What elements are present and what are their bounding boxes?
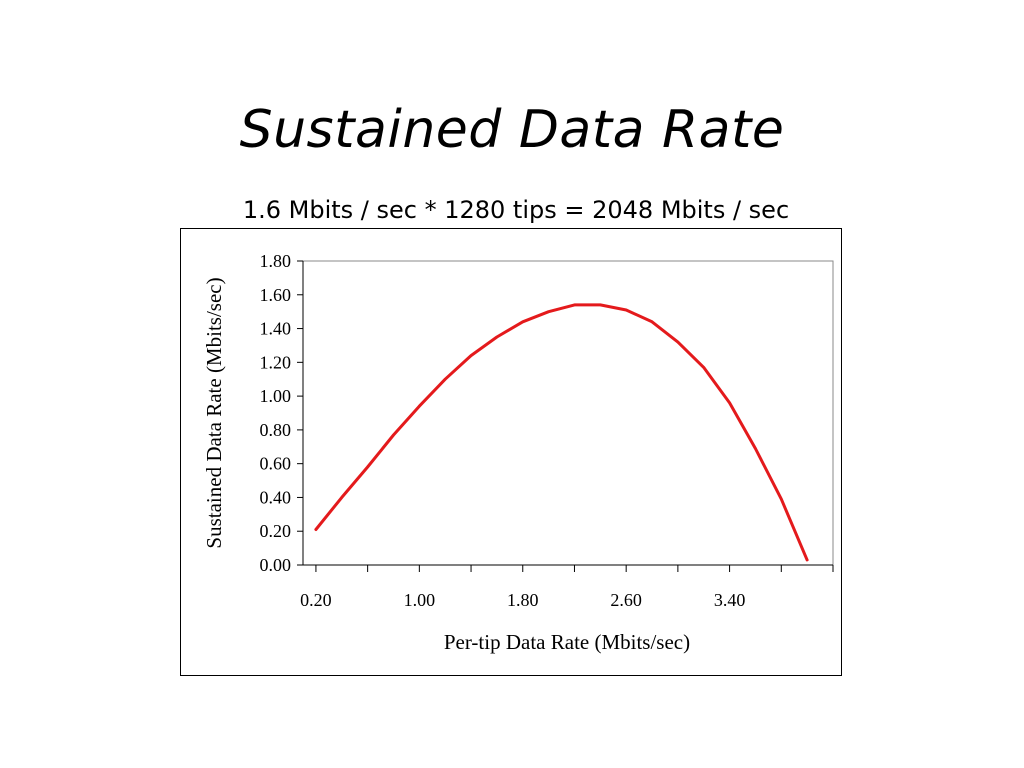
- data-point: [650, 320, 654, 323]
- y-tick-label: 0.20: [260, 521, 292, 541]
- x-tick-label: 3.40: [714, 590, 746, 610]
- y-axis-label: Sustained Data Rate (Mbits/sec): [202, 277, 226, 548]
- data-point: [676, 340, 680, 344]
- data-point: [754, 447, 757, 450]
- data-point: [624, 308, 628, 312]
- data-point: [547, 310, 550, 313]
- y-tick-label: 1.20: [260, 352, 292, 372]
- data-point: [702, 366, 705, 369]
- data-point: [728, 401, 731, 405]
- x-tick-label: 0.20: [300, 590, 332, 610]
- data-point: [521, 320, 524, 323]
- y-ticks: [297, 260, 303, 566]
- data-point: [495, 335, 499, 339]
- data-point: [780, 497, 783, 501]
- data-point: [443, 378, 447, 381]
- slide-title: Sustained Data Rate: [239, 100, 785, 160]
- y-tick-label: 0.80: [260, 420, 292, 440]
- x-tick-label: 1.00: [404, 590, 436, 610]
- y-tick-label: 1.80: [260, 251, 292, 271]
- x-axis-label: Per-tip Data Rate (Mbits/sec): [444, 630, 690, 654]
- data-point: [573, 303, 576, 307]
- data-point: [469, 354, 473, 357]
- data-point: [599, 303, 602, 307]
- y-tick-label: 1.40: [260, 319, 292, 339]
- x-tick-label: 1.80: [507, 590, 539, 610]
- series-line-0: [314, 303, 809, 562]
- y-tick-label: 1.00: [260, 386, 292, 406]
- data-point: [340, 496, 343, 499]
- data-point: [392, 433, 395, 437]
- data-point: [805, 558, 809, 562]
- y-tick-label: 0.00: [260, 555, 292, 575]
- plot-area: [302, 260, 834, 566]
- y-tick-labels: 0.00 0.20 0.40 0.60 0.80 1.00 1.20 1.40 1.60 1.80: [260, 251, 292, 575]
- data-point: [366, 465, 369, 469]
- y-tick-label: 0.40: [260, 487, 292, 507]
- data-point: [418, 405, 421, 408]
- line-chart: 0.20 1.00 1.80 2.60 3.40 0.00 0.20 0.40 0.60 0.8…: [202, 251, 834, 654]
- x-tick-label: 2.60: [610, 590, 642, 610]
- series-group: [314, 303, 809, 562]
- x-tick-labels: 0.20 1.00 1.80 2.60 3.40: [300, 590, 745, 610]
- slide-subtitle: 1.6 Mbits / sec * 1280 tips = 2048 Mbits…: [242, 196, 790, 224]
- y-tick-label: 0.60: [260, 454, 292, 474]
- chart-frame: 0.20 1.00 1.80 2.60 3.40 0.00 0.20 0.40 0.60 0.8…: [180, 228, 842, 676]
- x-ticks: [315, 565, 834, 572]
- data-point: [314, 528, 318, 531]
- y-tick-label: 1.60: [260, 285, 292, 305]
